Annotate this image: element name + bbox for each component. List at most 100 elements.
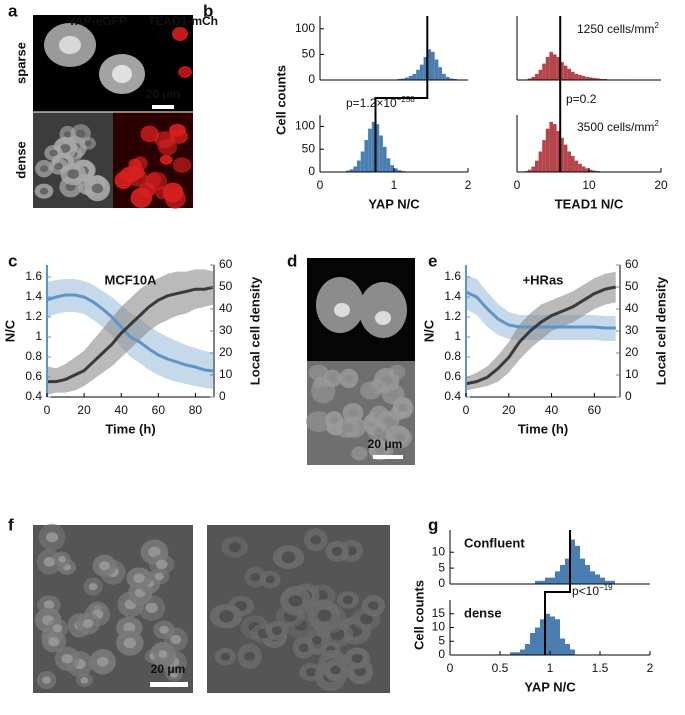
histogram-bar — [585, 76, 589, 80]
nucleus — [317, 386, 329, 396]
nucleus — [59, 36, 81, 54]
y2-tick-label: 40 — [625, 301, 639, 315]
y-axis-label: Cell counts — [273, 65, 288, 135]
histogram-bar — [427, 49, 431, 80]
histogram-bar — [535, 73, 539, 80]
line — [47, 285, 215, 384]
y-tick-label: 1.4 — [25, 289, 42, 303]
histogram-bar — [581, 75, 586, 80]
y2-tick-label: 60 — [219, 257, 233, 271]
y-tick-label: 0.6 — [25, 369, 42, 383]
x-axis-label: YAP N/C — [524, 679, 576, 694]
histogram-bar — [560, 564, 565, 584]
x-tick-label: 40 — [115, 403, 129, 417]
cell — [145, 172, 162, 188]
y-tick-label: 0 — [438, 647, 445, 661]
panel-label: a — [8, 1, 18, 20]
histogram-bar — [563, 65, 568, 80]
histogram-bar — [578, 163, 582, 172]
y2-tick-label: 20 — [219, 345, 233, 359]
nucleus — [60, 144, 71, 153]
band — [47, 269, 214, 395]
superscript: −258 — [397, 95, 416, 104]
histogram-bar — [565, 644, 570, 655]
x-tick-label: 0 — [447, 661, 454, 675]
x-tick-label: 60 — [152, 403, 166, 417]
nucleus — [96, 656, 109, 667]
y-tick-label: 10 — [432, 620, 446, 634]
nucleus — [265, 575, 275, 584]
nucleus — [368, 601, 379, 611]
nucleus — [387, 389, 399, 399]
x-tick-label: 40 — [545, 403, 559, 417]
nucleus — [172, 27, 188, 41]
histogram-bar — [600, 577, 605, 584]
nucleus — [42, 676, 51, 684]
superscript: −19 — [599, 583, 613, 592]
histogram-bar — [560, 62, 564, 80]
histogram-bar — [571, 156, 575, 172]
x-tick-label: 0 — [317, 178, 324, 192]
y-tick-label: 1.2 — [444, 309, 461, 323]
histogram-bar — [542, 140, 546, 172]
histogram-bar — [581, 166, 586, 172]
y2-tick-label: 30 — [219, 323, 233, 337]
annotation: p=1.2×10−258 — [346, 95, 415, 111]
histogram-bar — [530, 633, 535, 655]
nucleus — [133, 573, 145, 583]
text-part: 3500 cells/mm — [577, 120, 654, 134]
cell — [169, 129, 189, 144]
nucleus — [76, 129, 86, 138]
histogram-bar — [560, 137, 564, 172]
y-tick-label: 50 — [302, 141, 316, 155]
histogram-bar — [349, 169, 354, 172]
y-tick-label: 1.4 — [444, 289, 461, 303]
nucleus — [48, 636, 60, 647]
nucleus — [99, 561, 110, 571]
row-label: dense — [13, 141, 28, 179]
y-tick-label: 1.6 — [444, 269, 461, 283]
nucleus — [281, 551, 296, 564]
histogram-bar — [603, 78, 607, 80]
histogram-bar — [368, 128, 372, 172]
histogram-bar — [542, 63, 546, 80]
histogram-bar — [364, 140, 369, 172]
nucleus — [220, 652, 231, 661]
cell — [130, 187, 153, 208]
histogram-bar — [357, 160, 361, 172]
histogram-bar — [397, 78, 402, 80]
histogram-bar — [545, 613, 550, 655]
histogram-bar — [574, 73, 579, 80]
histogram-bar — [353, 166, 357, 172]
cell — [140, 125, 159, 143]
histogram-bar — [545, 128, 550, 172]
panel-label: f — [8, 515, 14, 534]
nucleus — [67, 169, 80, 179]
nucleus — [244, 651, 256, 661]
histogram-bar — [580, 558, 585, 584]
group-label: Confluent — [464, 535, 525, 550]
y-tick-label: 0.8 — [444, 349, 461, 363]
text-part: p<10 — [572, 584, 599, 598]
scale-label: 20 μm — [368, 437, 403, 451]
text-part: p=0.2 — [566, 92, 597, 106]
nucleus — [88, 582, 98, 591]
y2-tick-label: 50 — [219, 279, 233, 293]
nucleus — [158, 650, 168, 658]
nucleus — [331, 546, 343, 556]
histogram-bar — [589, 169, 593, 172]
histogram-bar — [540, 619, 545, 655]
x-tick-label: 80 — [189, 403, 203, 417]
channel-label: YAP-eGFP — [68, 14, 127, 28]
histogram-bar — [567, 68, 571, 80]
histogram-bar — [574, 160, 579, 172]
panel-label: e — [428, 251, 437, 270]
histogram-bar — [540, 580, 545, 584]
y-tick-label: 10 — [432, 544, 446, 558]
cell — [162, 182, 184, 203]
band — [466, 271, 616, 391]
group-label: dense — [464, 605, 502, 620]
y2-tick-label: 60 — [625, 257, 639, 271]
histogram-bar — [375, 124, 380, 172]
